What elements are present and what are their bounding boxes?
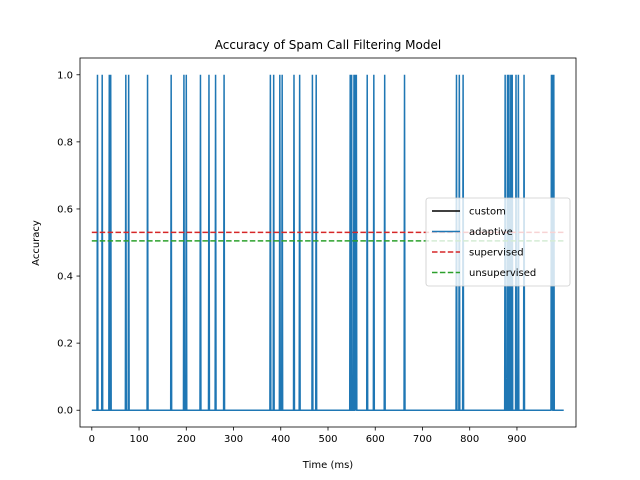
legend-label-supervised: supervised (469, 248, 524, 259)
y-tick-label: 0.2 (57, 339, 73, 350)
y-tick-label: 1.0 (57, 70, 73, 81)
x-tick-label: 500 (318, 434, 337, 445)
y-tick-label: 0.8 (57, 137, 73, 148)
x-tick-label: 800 (460, 434, 479, 445)
x-tick-label: 0 (89, 434, 95, 445)
y-axis-label: Accuracy (31, 220, 42, 266)
x-axis-label: Time (ms) (302, 460, 354, 471)
legend-label-adaptive: adaptive (469, 227, 513, 238)
legend: custom adaptive supervised unsupervised (425, 197, 571, 287)
x-tick-label: 300 (224, 434, 243, 445)
x-tick-label: 200 (177, 434, 196, 445)
y-tick-label: 0.6 (57, 204, 73, 215)
y-tick-label: 0.0 (57, 406, 73, 417)
x-axis: 0 100 200 300 400 500 600 700 800 900 (89, 427, 526, 445)
x-tick-label: 100 (130, 434, 149, 445)
x-tick-label: 700 (413, 434, 432, 445)
y-tick-label: 0.4 (57, 272, 73, 283)
legend-box (425, 197, 571, 287)
series-line-adaptive (91, 74, 564, 411)
x-tick-label: 400 (271, 434, 290, 445)
y-axis: 0.0 0.2 0.4 0.6 0.8 1.0 (57, 70, 80, 417)
legend-label-custom: custom (469, 207, 506, 218)
legend-label-unsupervised: unsupervised (469, 268, 536, 279)
chart-title: Accuracy of Spam Call Filtering Model (215, 38, 441, 52)
x-tick-label: 600 (366, 434, 385, 445)
x-tick-label: 900 (507, 434, 526, 445)
